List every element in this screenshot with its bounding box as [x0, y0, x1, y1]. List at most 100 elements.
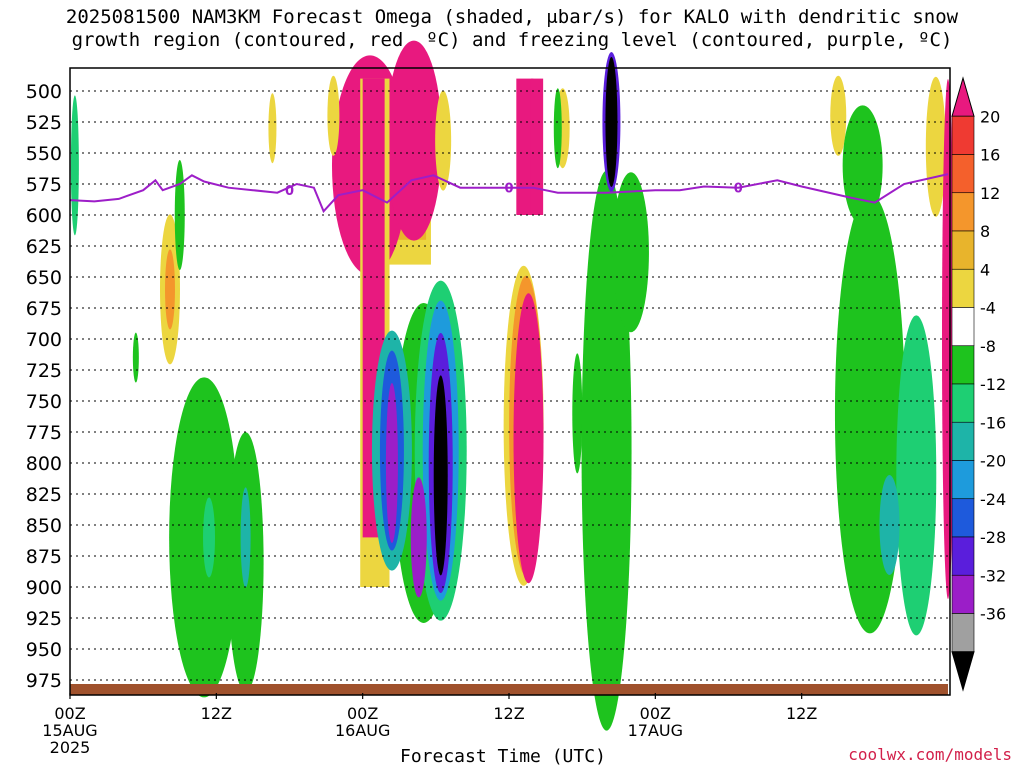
omega-positive-region — [830, 75, 847, 156]
colorbar-label: -24 — [980, 490, 1006, 509]
colorbar-label: 20 — [980, 107, 1000, 126]
x-tick-label: 00Z — [640, 704, 671, 723]
freezing-level-line — [69, 173, 949, 214]
y-tick-label: 550 — [26, 143, 62, 165]
colorbar-segment — [951, 574, 975, 614]
y-tick-label: 900 — [26, 577, 62, 599]
omega-downward-region — [203, 497, 216, 578]
omega-upward-core — [516, 78, 534, 215]
freezing-level-label: 0 — [504, 182, 513, 197]
omega-positive-region — [164, 249, 175, 330]
y-tick-label: 750 — [26, 391, 62, 413]
colorbar-label: 4 — [980, 260, 990, 279]
freezing-level-contour: 0 0 0 — [69, 173, 949, 214]
y-tick-label: 625 — [26, 236, 62, 258]
y-tick-label: 575 — [26, 174, 62, 196]
x-tick-label: 12Z — [786, 704, 817, 723]
colorbar-arrow-top — [951, 76, 975, 117]
colorbar-label: -4 — [980, 299, 996, 318]
x-tick-label: 00Z — [347, 704, 378, 723]
omega-positive-region — [435, 90, 452, 191]
colorbar-segment — [951, 230, 975, 270]
omega-downward-region — [842, 105, 883, 226]
x-tick-sublabel: 16AUG — [335, 721, 390, 740]
omega-upward-core — [513, 293, 544, 584]
omega-upward-core — [530, 78, 544, 215]
ground-fill — [70, 684, 948, 695]
colorbar-segment — [951, 268, 975, 308]
omega-downward-core — [433, 375, 448, 576]
colorbar-segment — [951, 307, 975, 347]
colorbar: 20 16 12 8 4 -4 -8 -12 -16 -20 -24 -28 -32 -36 — [951, 76, 1006, 692]
y-tick-label: 600 — [26, 205, 62, 227]
omega-downward-region — [896, 315, 937, 636]
omega-downward-region — [132, 332, 139, 383]
title-line-2: growth region (contoured, red, ºC) and f… — [71, 29, 953, 51]
title-line-1: 2025081500 NAM3KM Forecast Omega (shaded… — [65, 6, 959, 28]
colorbar-segment — [951, 192, 975, 232]
y-tick-label: 525 — [26, 112, 62, 134]
x-tick-sublabel: 17AUG — [628, 721, 683, 740]
colorbar-segment — [951, 154, 975, 194]
colorbar-label: 16 — [980, 146, 1000, 165]
plot-frame — [69, 67, 951, 696]
x-tick-label: 12Z — [493, 704, 524, 723]
colorbar-label: -28 — [980, 528, 1006, 547]
colorbar-segment — [951, 536, 975, 576]
x-tick-sublabel: 2025 — [50, 738, 91, 757]
x-tick-label: 00Z — [54, 704, 85, 723]
omega-downward-region — [879, 475, 900, 575]
credit-link[interactable]: coolwx.com/models — [848, 745, 1012, 764]
colorbar-label: 8 — [980, 222, 990, 241]
omega-downward-region — [240, 487, 251, 588]
y-tick-label: 500 — [26, 81, 62, 103]
omega-downward-core — [410, 477, 427, 598]
colorbar-label: -32 — [980, 566, 1006, 585]
chart-title: 2025081500 NAM3KM Forecast Omega (shaded… — [0, 6, 1024, 52]
y-tick-label: 950 — [26, 639, 62, 661]
omega-positive-region — [268, 93, 277, 164]
y-tick-label: 975 — [26, 670, 62, 692]
colorbar-segment — [951, 613, 975, 653]
y-tick-label: 700 — [26, 329, 62, 351]
omega-downward-region — [553, 88, 562, 169]
freezing-level-label: 0 — [734, 182, 743, 197]
y-tick-label: 775 — [26, 422, 62, 444]
omega-downward-core — [385, 383, 398, 543]
colorbar-segment — [951, 383, 975, 423]
pressure-axis: 500 525 550 575 600 625 650 675 700 725 750 775 800 8… — [26, 81, 62, 692]
colorbar-label: -12 — [980, 375, 1006, 394]
y-tick-label: 725 — [26, 360, 62, 382]
omega-positive-region — [327, 75, 340, 156]
colorbar-segment — [951, 345, 975, 385]
x-tick-sublabel: 15AUG — [42, 721, 97, 740]
omega-downward-region — [612, 172, 649, 333]
omega-downward-region — [70, 95, 79, 236]
colorbar-label: 12 — [980, 184, 1000, 203]
colorbar-label: -20 — [980, 452, 1006, 471]
omega-upward-core — [385, 40, 442, 241]
y-tick-label: 925 — [26, 608, 62, 630]
colorbar-segment — [951, 421, 975, 461]
colorbar-segment — [951, 460, 975, 500]
omega-downward-region — [572, 353, 583, 474]
y-tick-label: 850 — [26, 515, 62, 537]
pressure-gridlines — [70, 90, 948, 681]
colorbar-label: -36 — [980, 605, 1006, 624]
colorbar-segment — [951, 115, 975, 155]
colorbar-label: -8 — [980, 337, 996, 356]
omega-shaded-field — [70, 40, 954, 731]
y-tick-label: 800 — [26, 453, 62, 475]
ground-surface — [70, 684, 948, 695]
freezing-level-label: 0 — [285, 184, 294, 199]
y-tick-label: 675 — [26, 298, 62, 320]
y-tick-label: 650 — [26, 267, 62, 289]
y-tick-label: 875 — [26, 546, 62, 568]
colorbar-segment — [951, 498, 975, 538]
x-axis-label: Forecast Time (UTC) — [400, 746, 606, 767]
x-tick-label: 12Z — [201, 704, 232, 723]
colorbar-label: -16 — [980, 413, 1006, 432]
colorbar-arrow-bottom — [951, 651, 975, 692]
